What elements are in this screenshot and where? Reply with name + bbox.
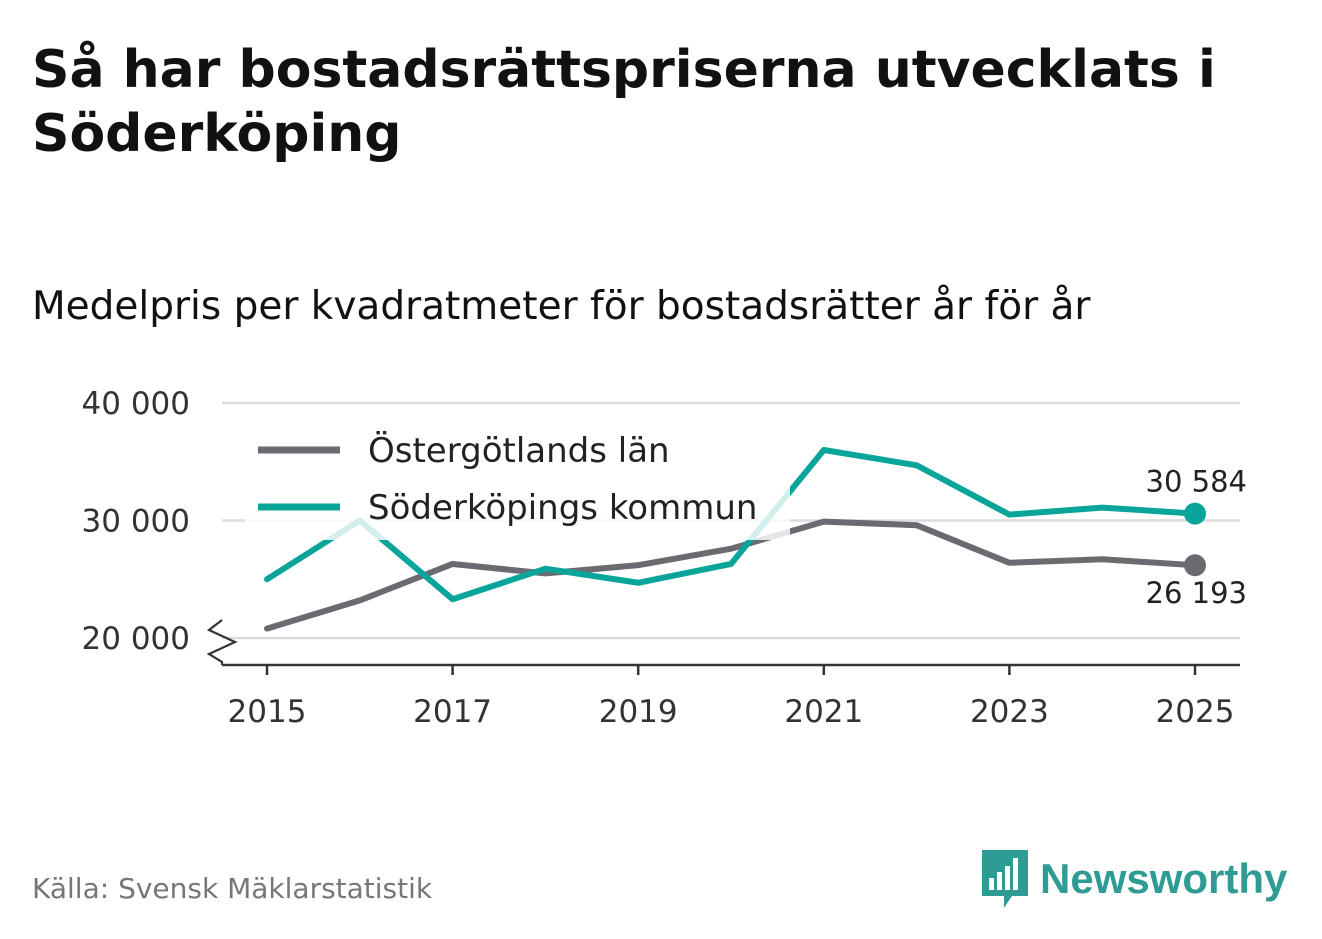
series-layer — [264, 447, 1206, 632]
newsworthy-logo-text: Newsworthy — [1040, 855, 1288, 902]
legend: Östergötlands län Söderköpings kommun — [245, 422, 790, 540]
source-note: Källa: Svensk Mäklarstatistik — [32, 872, 433, 905]
end-value-label: 26 193 — [1146, 576, 1247, 610]
line-chart: 20 000 30 000 40 000 2015 2017 2019 2021 2023 20… — [82, 386, 1247, 730]
y-tick-label: 40 000 — [82, 386, 190, 422]
chart-title: Så har bostadsrättspriserna utvecklats i… — [32, 40, 1216, 164]
x-tick-label: 2023 — [970, 694, 1049, 730]
end-point-soderkoping — [1184, 502, 1206, 525]
legend-background — [245, 422, 790, 540]
y-axis-break — [206, 619, 238, 665]
newsworthy-logo: Newsworthy — [980, 848, 1287, 910]
chart-subtitle: Medelpris per kvadratmeter för bostadsrä… — [32, 284, 1091, 329]
legend-label: Östergötlands län — [368, 430, 670, 471]
axes: 20 000 30 000 40 000 2015 2017 2019 2021 2023 20… — [82, 386, 1240, 730]
end-value-label: 30 584 — [1146, 465, 1247, 499]
x-tick-label: 2017 — [413, 694, 492, 730]
x-tick-label: 2021 — [784, 694, 863, 730]
newsworthy-logo-icon — [982, 850, 1028, 908]
end-point-ostergotland — [1184, 554, 1206, 577]
x-tick-label: 2019 — [599, 694, 678, 730]
series-line-soderkoping — [264, 447, 1198, 603]
y-tick-label: 20 000 — [82, 621, 190, 657]
x-tick-label: 2015 — [228, 694, 307, 730]
end-labels: 26 193 30 584 — [1146, 465, 1247, 611]
legend-label: Söderköpings kommun — [368, 488, 757, 528]
x-tick-label: 2025 — [1156, 694, 1235, 730]
y-tick-label: 30 000 — [82, 504, 190, 540]
